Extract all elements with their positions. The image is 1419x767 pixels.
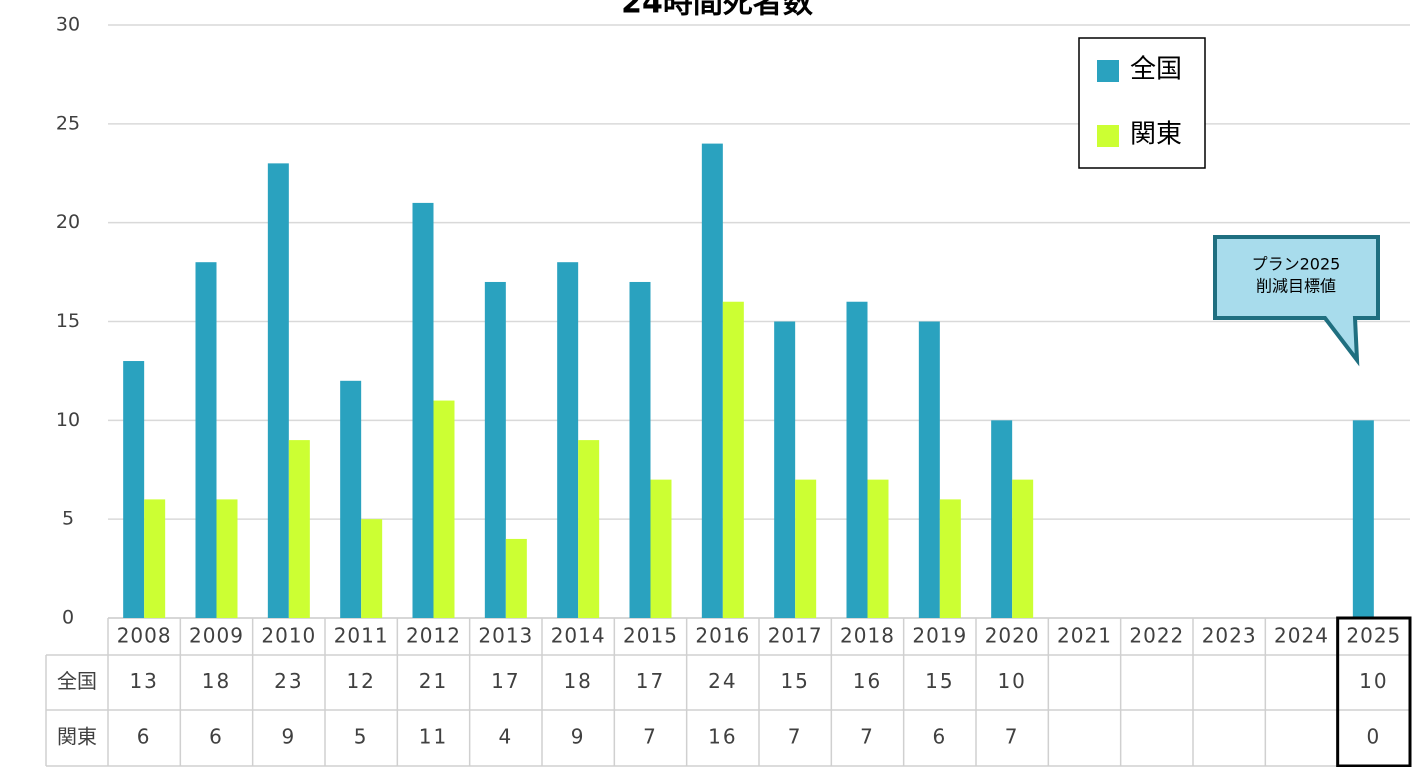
table-value: 7 [860,725,875,749]
callout [1213,235,1380,367]
table-value: 6 [932,725,947,749]
table-value: 23 [274,669,303,693]
bar [557,262,579,618]
y-tick-label: 20 [56,211,80,233]
bar [991,420,1013,618]
bar [701,143,723,618]
bar [412,202,434,618]
x-tick-label: 2021 [1057,624,1112,648]
table-value: 9 [571,725,586,749]
bar [484,281,506,618]
y-tick-label: 5 [62,508,74,530]
x-tick-label: 2016 [695,624,750,648]
legend-swatch [1097,60,1119,82]
table-value: 0 [1366,725,1381,749]
x-tick-label: 2010 [261,624,316,648]
x-tick-label: 2020 [985,624,1040,648]
bar [1012,479,1034,618]
bar [144,499,166,618]
bar [867,479,889,618]
table-value: 7 [643,725,658,749]
table-value: 15 [925,669,954,693]
x-tick-label: 2014 [551,624,606,648]
y-tick-label: 10 [56,409,80,431]
bar [123,361,145,618]
annotation: 削減目標値 [1256,277,1336,296]
table-value: 21 [419,669,448,693]
table-value: 17 [491,669,520,693]
y-tick-label: 15 [56,310,80,332]
table-value: 12 [346,669,375,693]
y-tick-label: 0 [62,607,74,629]
table-value: 11 [419,725,448,749]
table-value: 6 [137,725,152,749]
legend-label: 全国 [1130,55,1182,85]
bar [939,499,961,618]
bar [774,321,796,618]
bar [433,400,455,618]
chart-title: 24時間死者数 [621,0,814,21]
y-tick-label: 25 [56,112,80,134]
table-value: 7 [788,725,803,749]
bar [722,301,744,618]
x-tick-label: 2011 [334,624,389,648]
x-tick-label: 2013 [478,624,533,648]
bar [578,440,600,618]
table-value: 15 [780,669,809,693]
bar [795,479,817,618]
table-value: 16 [708,725,737,749]
table-value: 7 [1005,725,1020,749]
highlight-frame [1336,616,1412,767]
table-value: 18 [202,669,231,693]
bar [216,499,238,618]
table-value: 13 [129,669,158,693]
x-tick-label: 2017 [768,624,823,648]
bar [629,281,651,618]
x-tick-label: 2008 [117,624,172,648]
table-value: 9 [281,725,296,749]
table-value: 6 [209,725,224,749]
x-tick-label: 2023 [1202,624,1257,648]
table-row-label: 関東 [57,725,97,749]
table-value: 4 [498,725,513,749]
bar [340,380,362,618]
y-tick-label: 30 [56,14,80,36]
table-value: 10 [1359,669,1388,693]
legend-label: 関東 [1130,120,1182,150]
table-value: 10 [997,669,1026,693]
table-value: 5 [354,725,369,749]
bar [846,301,868,618]
bar [195,262,217,618]
table-value: 17 [636,669,665,693]
x-tick-label: 2019 [912,624,967,648]
x-tick-label: 2012 [406,624,461,648]
table-value: 24 [708,669,737,693]
bar [505,538,527,618]
x-tick-label: 2015 [623,624,678,648]
table-row-label: 全国 [57,669,97,693]
x-tick-label: 2025 [1346,624,1401,648]
x-tick-label: 2018 [840,624,895,648]
table-value: 18 [563,669,592,693]
x-tick-label: 2009 [189,624,244,648]
bar [267,163,289,618]
bar [361,519,383,618]
x-tick-label: 2024 [1274,624,1329,648]
x-tick-label: 2022 [1129,624,1184,648]
legend-swatch [1097,125,1119,147]
bar [918,321,940,618]
annotation: プラン2025 [1252,255,1341,274]
bar [288,440,310,618]
table-value: 16 [853,669,882,693]
bar [1352,420,1374,618]
bar [650,479,672,618]
